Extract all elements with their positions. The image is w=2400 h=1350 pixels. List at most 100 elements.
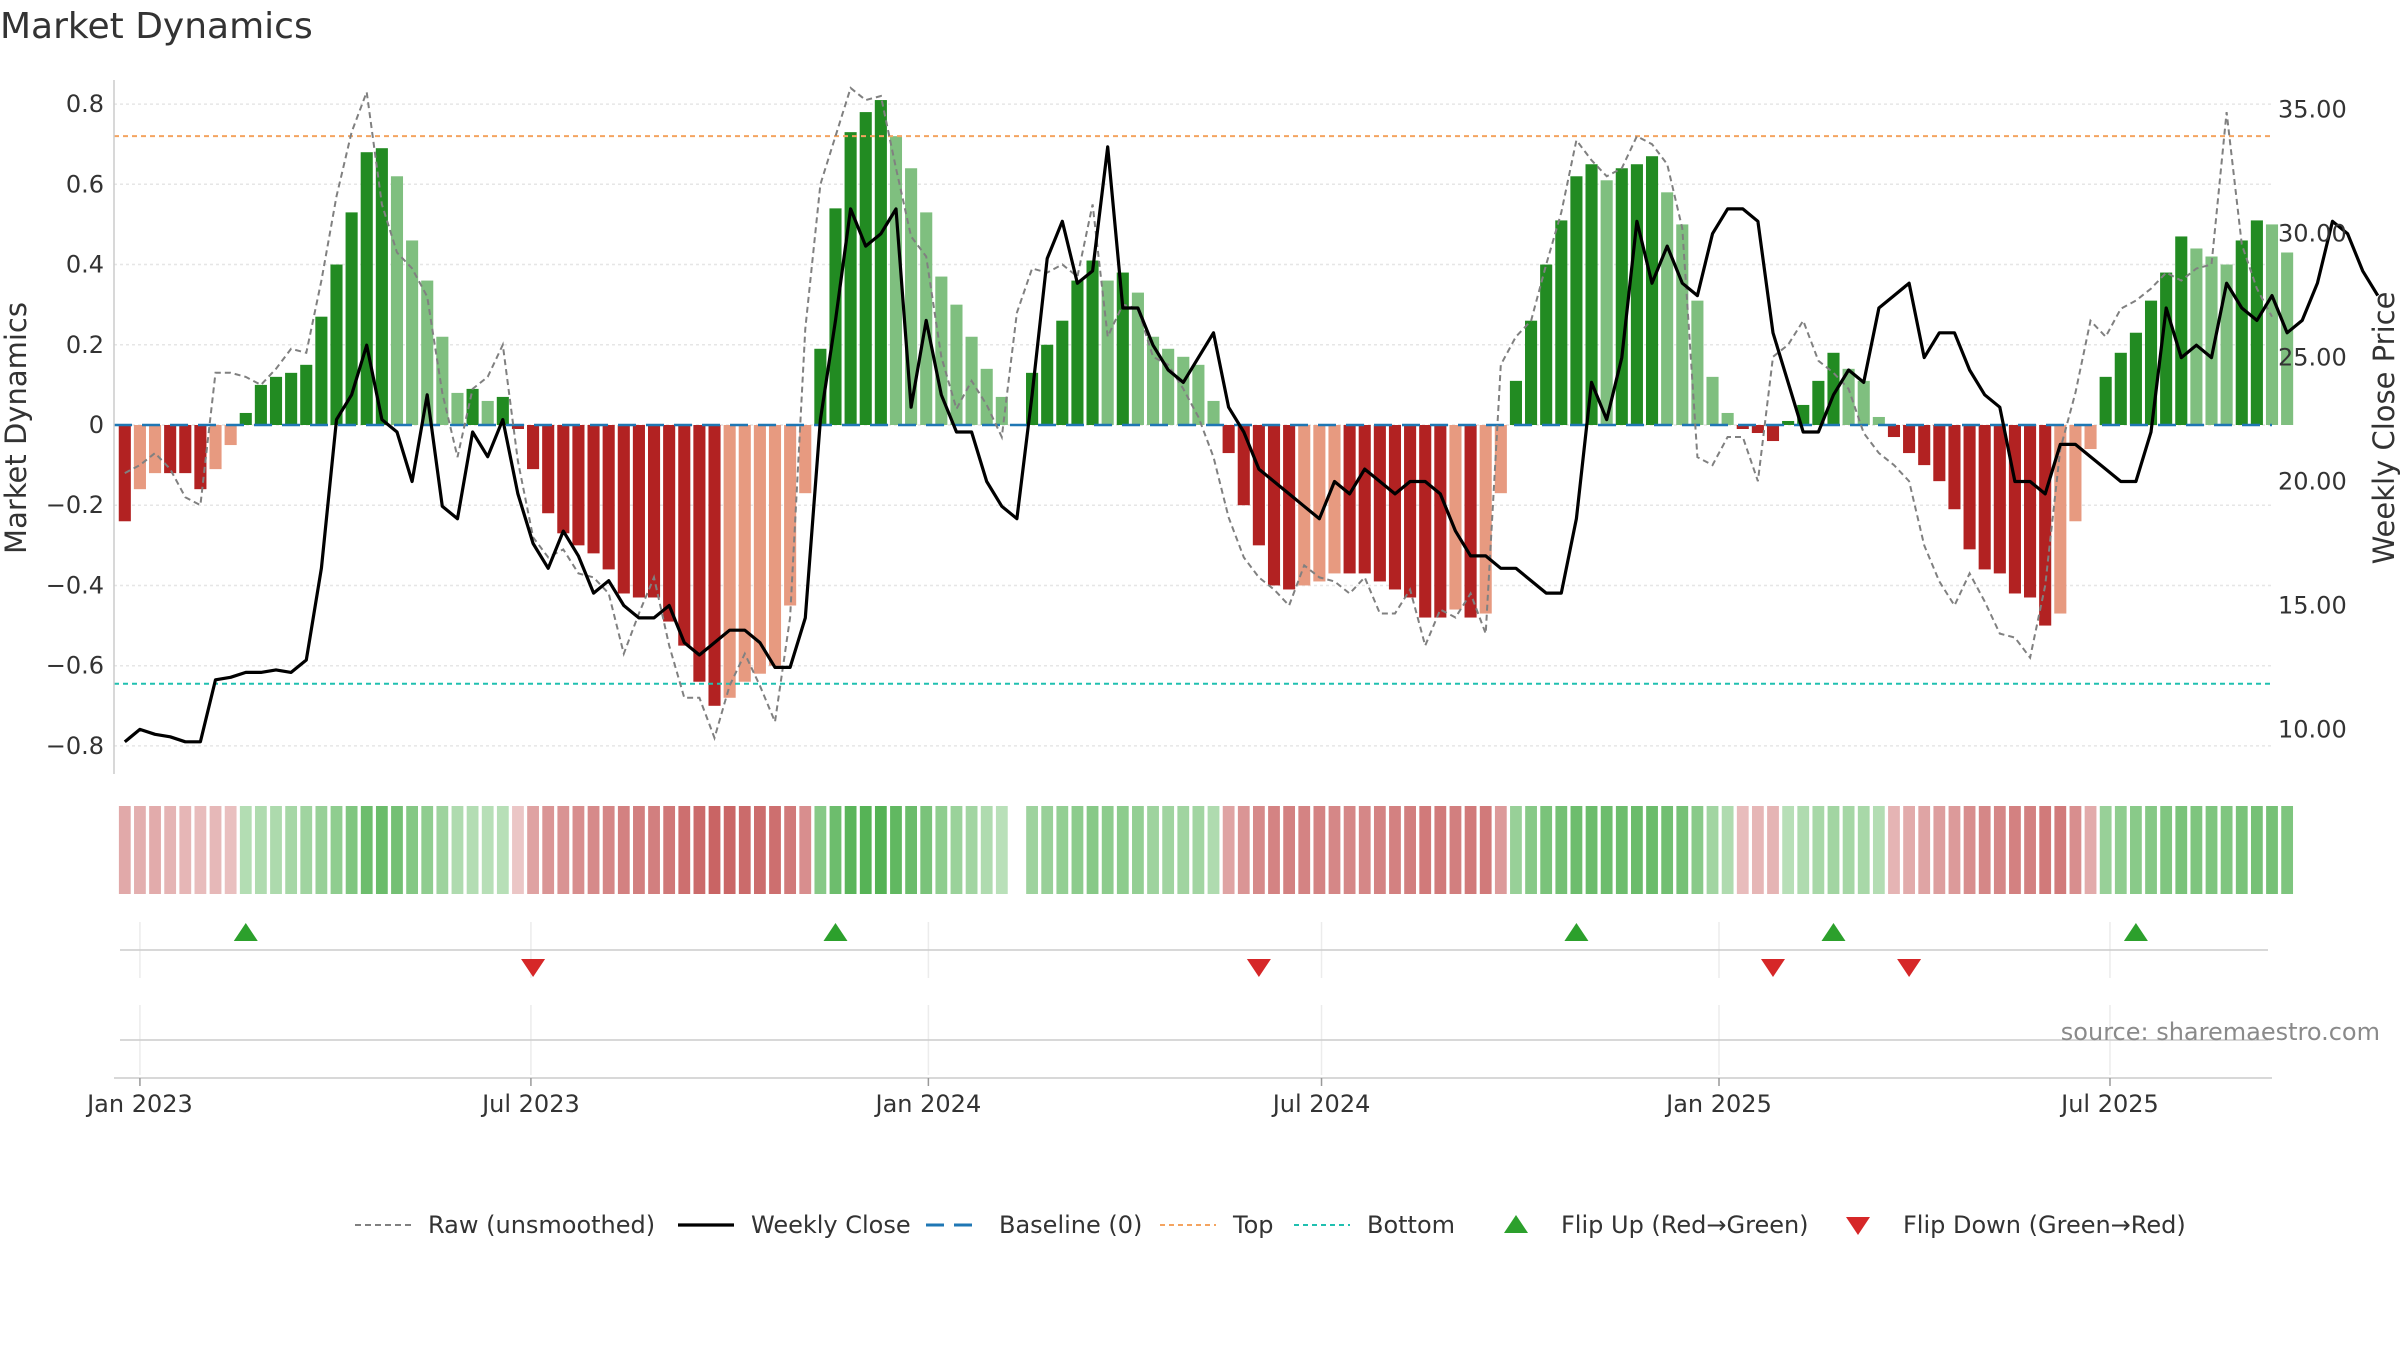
dynamics-bar bbox=[1328, 424, 1341, 574]
legend-swatch-flip_up bbox=[1504, 1215, 1528, 1233]
dynamics-bar bbox=[179, 424, 192, 474]
flip-down-marker bbox=[1761, 959, 1786, 977]
dynamics-bar bbox=[1933, 424, 1946, 482]
dynamics-bar bbox=[1373, 424, 1386, 582]
dynamics-bar bbox=[1434, 424, 1447, 618]
dynamics-bar bbox=[1101, 280, 1114, 425]
dynamics-bar bbox=[375, 148, 388, 425]
regime-cell bbox=[1948, 806, 1961, 894]
y-tick-label: 0.6 bbox=[66, 170, 104, 198]
axes: −0.8 −0.6 −0.4 −0.2 0 0.2 0.4 0.6 0.8 10.00 15.00 2… bbox=[46, 80, 2347, 774]
regime-cell bbox=[648, 806, 660, 894]
dynamics-bar bbox=[2265, 224, 2279, 425]
regime-cell bbox=[1978, 806, 1991, 894]
dynamics-bar bbox=[2054, 424, 2067, 614]
regime-cell bbox=[1207, 806, 1220, 894]
regime-cell bbox=[1494, 806, 1507, 894]
flip-markers-panel bbox=[120, 922, 2268, 1075]
regime-cell bbox=[1751, 806, 1764, 894]
dynamics-bar bbox=[1827, 352, 1840, 425]
regime-cell bbox=[859, 806, 872, 894]
dynamics-bar bbox=[1540, 264, 1553, 425]
regime-cell bbox=[2009, 806, 2021, 894]
dynamics-bar bbox=[753, 424, 766, 674]
regime-cell bbox=[421, 806, 434, 894]
flip-down-marker bbox=[1897, 959, 1922, 977]
dynamics-bar bbox=[602, 424, 615, 570]
dynamics-bar bbox=[1525, 320, 1538, 425]
regime-cell bbox=[1842, 806, 1855, 894]
dynamics-bar bbox=[542, 424, 555, 514]
dynamics-bar bbox=[1721, 412, 1734, 425]
regime-cell bbox=[1797, 806, 1810, 894]
regime-cell bbox=[436, 806, 449, 894]
regime-cell bbox=[799, 806, 812, 894]
regime-cell bbox=[375, 806, 388, 894]
regime-cell bbox=[1918, 806, 1931, 894]
dynamics-bar bbox=[1404, 424, 1417, 598]
regime-cell bbox=[254, 806, 267, 894]
regime-cell bbox=[512, 806, 524, 894]
regime-cell bbox=[1449, 806, 1462, 894]
dynamics-bar bbox=[2190, 248, 2203, 425]
regime-cell bbox=[1676, 806, 1689, 894]
dynamics-bar bbox=[1041, 344, 1054, 425]
regime-cell bbox=[2160, 806, 2173, 894]
dynamics-bar bbox=[2114, 352, 2127, 425]
dynamics-bar bbox=[2069, 424, 2082, 522]
dynamics-bar bbox=[1751, 424, 1764, 434]
dynamics-bar bbox=[1419, 424, 1432, 618]
dynamics-bar bbox=[1585, 164, 1598, 425]
source-note: source: sharemaestro.com bbox=[2061, 1018, 2380, 1046]
x-tick-label: Jan 2023 bbox=[85, 1090, 193, 1118]
regime-cell bbox=[1343, 806, 1356, 894]
dynamics-bar bbox=[844, 132, 857, 425]
regime-cell bbox=[2205, 806, 2218, 894]
legend: Raw (unsmoothed) Weekly Close Baseline (0)… bbox=[355, 1211, 2186, 1239]
dynamics-bar bbox=[799, 424, 812, 494]
regime-cell bbox=[2054, 806, 2067, 894]
dynamics-bar bbox=[1388, 424, 1402, 590]
regime-cell bbox=[1479, 806, 1492, 894]
dynamics-bar bbox=[1479, 424, 1492, 614]
regime-cell bbox=[2130, 806, 2142, 894]
dynamics-bar bbox=[345, 212, 358, 425]
dynamics-bar bbox=[239, 412, 252, 425]
regime-cell bbox=[1434, 806, 1447, 894]
regime-cell bbox=[224, 806, 237, 894]
regime-cell bbox=[2250, 806, 2263, 894]
dynamics-bar bbox=[1993, 424, 2006, 574]
regime-cell bbox=[1631, 806, 1643, 894]
series-lines bbox=[123, 86, 2380, 744]
dynamics-bar bbox=[1283, 424, 1296, 590]
dynamics-bar bbox=[118, 424, 131, 522]
y-tick-label: 0.4 bbox=[66, 251, 104, 279]
dynamics-bar bbox=[1615, 168, 1628, 425]
regime-cell bbox=[633, 806, 645, 894]
dynamics-bar bbox=[1661, 192, 1674, 425]
y2-tick-label: 30.00 bbox=[2278, 220, 2347, 248]
regime-cell bbox=[1691, 806, 1704, 894]
dynamics-bar bbox=[209, 424, 222, 470]
regime-cell bbox=[678, 806, 691, 894]
regime-cell bbox=[2069, 806, 2082, 894]
regime-cell bbox=[1646, 806, 1658, 894]
regime-cell bbox=[270, 806, 282, 894]
x-tick-label: Jul 2024 bbox=[1271, 1090, 1371, 1118]
dynamics-bar bbox=[768, 424, 782, 666]
dynamics-bar bbox=[1358, 424, 1371, 574]
y2-tick-label: 10.00 bbox=[2278, 715, 2347, 743]
dynamics-bar bbox=[1494, 424, 1507, 494]
flip-down-marker bbox=[521, 959, 546, 977]
regime-cell bbox=[1721, 806, 1734, 894]
regime-cell bbox=[1116, 806, 1129, 894]
y2-tick-label: 15.00 bbox=[2278, 591, 2347, 619]
regime-cell bbox=[2175, 806, 2188, 894]
flip-up-marker bbox=[2123, 923, 2148, 941]
dynamics-bar bbox=[1857, 380, 1870, 425]
dynamics-bar bbox=[1872, 416, 1885, 425]
regime-cell bbox=[1736, 806, 1749, 894]
dynamics-bar bbox=[1978, 424, 1991, 570]
regime-cell bbox=[1192, 806, 1205, 894]
regime-cell bbox=[466, 806, 479, 894]
